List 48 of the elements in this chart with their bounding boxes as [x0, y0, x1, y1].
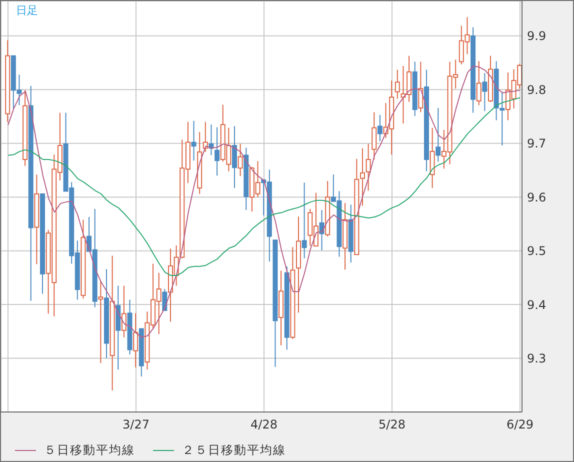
- chart-title: 日足: [16, 4, 38, 17]
- y-tick-label: 9.6: [527, 190, 546, 204]
- candlestick: [133, 312, 138, 368]
- candlestick: [470, 26, 476, 114]
- candlestick: [34, 174, 40, 265]
- candlestick: [238, 143, 243, 177]
- y-tick-label: 9.8: [527, 82, 546, 97]
- candlestick: [28, 85, 34, 302]
- x-tick-label: 3/27: [122, 418, 150, 432]
- candlestick: [127, 299, 132, 356]
- candlestick: [116, 285, 121, 370]
- y-tick-label: 9.4: [527, 298, 546, 312]
- y-tick-label: 9.7: [527, 136, 546, 151]
- candlestick: [22, 90, 28, 166]
- candlestick: [430, 127, 435, 188]
- candlestick: [191, 120, 196, 162]
- candlestick: [302, 182, 307, 259]
- candlestick: [296, 216, 301, 314]
- legend-label: ２５日移動平均線: [182, 442, 286, 458]
- candlestick: [110, 255, 115, 392]
- candlestick: [121, 285, 126, 338]
- candlestick: [104, 268, 109, 359]
- candlestick: [360, 148, 365, 206]
- y-tick-label: 9.9: [527, 29, 546, 44]
- candlestick: [366, 143, 371, 192]
- candlestick: [98, 280, 104, 364]
- candlestick: [232, 126, 237, 188]
- candlestick: [342, 202, 348, 270]
- candlestick: [412, 61, 418, 116]
- candlestick: [372, 112, 377, 160]
- x-tick-label: 4/28: [250, 418, 278, 432]
- candlestick: [325, 180, 330, 237]
- candlestick: [436, 107, 441, 162]
- y-tick-label: 9.3: [527, 352, 546, 366]
- candlestick: [348, 204, 354, 264]
- candlestick: [278, 270, 284, 346]
- candlestick: [394, 69, 400, 100]
- y-tick-label: 9.5: [527, 244, 546, 258]
- x-tick-label: 6/29: [506, 418, 534, 432]
- legend-label: ５日移動平均線: [44, 442, 135, 458]
- candlestick: [5, 40, 10, 122]
- candlestick: [482, 72, 488, 112]
- candlestick: [214, 126, 220, 176]
- candlestick: [377, 114, 382, 142]
- candlestick: [424, 69, 429, 172]
- x-tick-label: 5/28: [378, 418, 406, 432]
- candlestick: [244, 147, 249, 210]
- candlestick: [197, 132, 202, 194]
